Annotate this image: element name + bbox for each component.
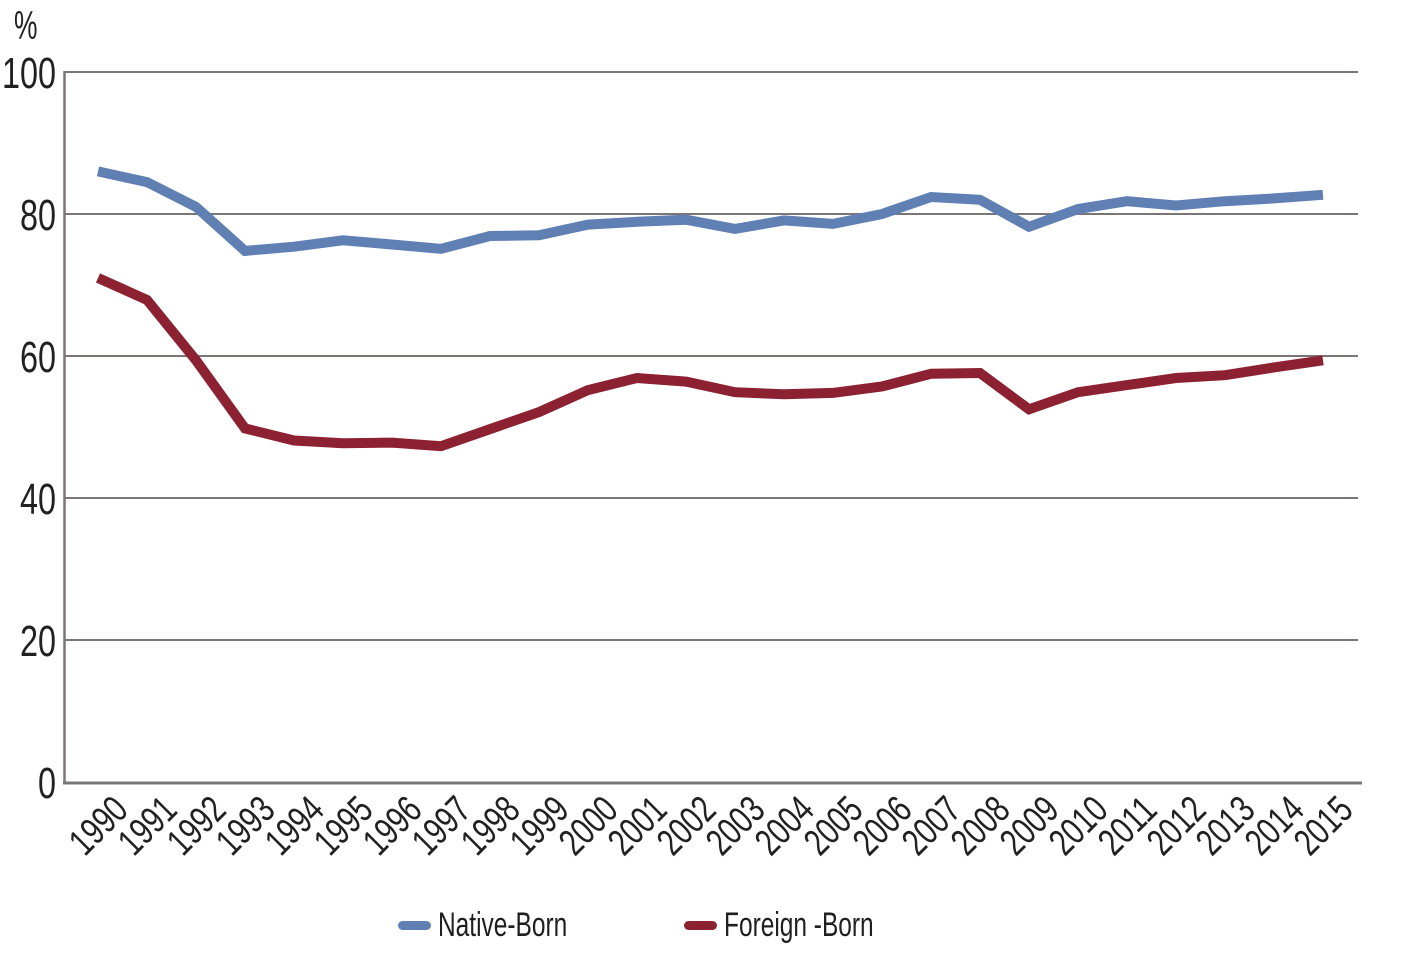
y-tick-label-40: 40 <box>20 475 56 524</box>
y-tick-label-20: 20 <box>20 617 56 666</box>
y-tick-label-80: 80 <box>20 191 56 240</box>
legend-item-native-born: Native-Born <box>398 904 618 946</box>
legend-swatch-native-born <box>398 920 431 930</box>
series-line-native-born <box>96 166 1324 257</box>
series-line-foreign-born <box>95 273 1324 452</box>
legend-swatch-foreign-born <box>684 920 717 930</box>
y-tick-label-100: 100 <box>2 49 56 98</box>
plot-area: 0204060801001990199119921993199419951996… <box>2 49 1362 864</box>
legend-item-foreign-born: Foreign -Born <box>684 904 932 946</box>
y-axis-unit-label: % <box>14 4 38 48</box>
y-tick-label-60: 60 <box>20 333 56 382</box>
y-tick-label-0: 0 <box>38 759 56 808</box>
legend-label-foreign-born: Foreign -Born <box>724 905 874 944</box>
legend-label-native-born: Native-Born <box>438 905 568 944</box>
x-tick-label-2015: 2015 <box>1286 789 1361 864</box>
